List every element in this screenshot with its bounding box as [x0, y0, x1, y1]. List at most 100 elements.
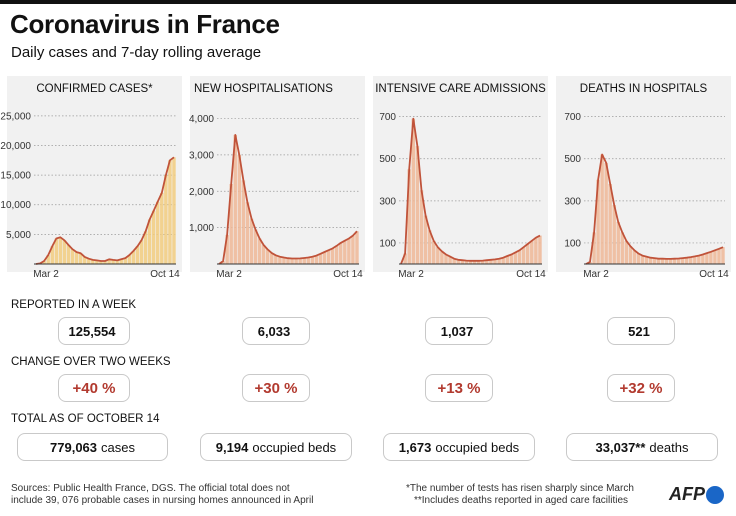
icu-xtick-label-end: Oct 14	[516, 269, 546, 280]
hospitalisations-ytick-label: 3,000	[189, 150, 214, 161]
icu-bar	[489, 259, 493, 264]
cases-bar	[127, 255, 132, 264]
icu-bar	[485, 260, 489, 264]
section-total-label: TOTAL AS OF OCTOBER 14	[11, 413, 160, 425]
total-box-cases: 779,063 cases	[17, 433, 168, 461]
cases-bar	[99, 261, 103, 264]
hospitalisations-ytick-label: 4,000	[189, 114, 214, 125]
cases-bar	[139, 240, 144, 264]
hospitalisations-bar	[343, 240, 347, 264]
icu-bar	[452, 258, 456, 264]
hospitalisations-bar	[229, 184, 233, 264]
change-value-cases: +40 %	[72, 379, 116, 397]
deaths-rolling-avg-line	[585, 153, 724, 265]
icu-bar	[513, 252, 518, 264]
hospitalisations-ytick-label: 1,000	[189, 223, 214, 234]
page-subtitle: Daily cases and 7-day rolling average	[11, 44, 262, 61]
icu-bar	[530, 240, 534, 264]
icu-bar	[517, 250, 522, 264]
hospitalisations-bar	[237, 154, 242, 264]
cases-ytick-label: 5,000	[6, 230, 31, 241]
deaths-bar	[664, 258, 669, 264]
cases-bar	[107, 259, 111, 264]
cases-bar	[54, 238, 59, 264]
deaths-bar	[592, 232, 596, 264]
week-box-icu: 1,037	[425, 317, 493, 345]
chart-title-deaths: DEATHS IN HOSPITALS	[579, 83, 708, 95]
icu-bar	[436, 247, 440, 264]
change-value-deaths: +32 %	[619, 379, 663, 397]
total-box-icu: 1,673 occupied beds	[383, 433, 535, 461]
cases-bar	[58, 237, 63, 264]
week-value-deaths: 521	[628, 323, 650, 339]
total-unit-cases: cases	[101, 439, 135, 455]
cases-ytick-label: 15,000	[0, 171, 31, 182]
section-change-label: CHANGE OVER TWO WEEKS	[11, 356, 171, 368]
icu-bar	[431, 240, 436, 264]
hospitalisations-bar	[314, 255, 319, 264]
cases-bar	[91, 259, 95, 264]
hospitalisations-bar	[225, 234, 229, 264]
deaths-bar	[644, 256, 649, 264]
icu-bar	[501, 257, 505, 264]
cases-bar	[66, 245, 71, 264]
cases-bar	[74, 252, 79, 264]
icu-bar	[460, 260, 465, 264]
hospitalisations-bar	[278, 256, 282, 264]
deaths-bar	[705, 253, 709, 264]
cases-bar	[111, 259, 115, 264]
total-value-cases: 779,063	[50, 439, 98, 455]
icu-ytick-label: 500	[379, 154, 396, 165]
week-value-icu: 1,037	[440, 323, 474, 339]
chart-title-icu: INTENSIVE CARE ADMISSIONS	[375, 83, 546, 95]
change-box-hospitalisations: +30 %	[242, 374, 310, 402]
hospitalisations-bar	[322, 252, 327, 264]
deaths-bar	[701, 254, 705, 264]
deaths-ytick-label: 700	[564, 112, 581, 123]
deaths-bar	[616, 221, 620, 264]
cases-bar	[160, 192, 164, 264]
cases-bar	[62, 240, 67, 264]
icu-bar	[468, 260, 473, 264]
cases-ytick-label: 10,000	[0, 200, 31, 211]
hospitalisations-bar	[257, 238, 262, 264]
icu-bar	[423, 215, 428, 264]
week-box-deaths: 521	[607, 317, 675, 345]
deaths-bar	[628, 246, 633, 264]
footnotes: *The number of tests has risen sharply s…	[406, 483, 634, 507]
deaths-bar	[600, 154, 604, 264]
hospitalisations-bar	[265, 249, 270, 264]
deaths-bar	[717, 248, 721, 264]
cases-xtick-label-start: Mar 2	[33, 269, 59, 280]
hospitalisations-bar	[270, 253, 274, 264]
cases-bar	[119, 259, 123, 264]
cases-bar	[87, 258, 91, 264]
chart-title-hospitalisations: NEW HOSPITALISATIONS	[194, 83, 333, 95]
total-box-deaths: 33,037** deaths	[566, 433, 718, 461]
deaths-bar	[596, 179, 600, 264]
hospitalisations-bar	[347, 238, 351, 264]
cases-bar	[82, 256, 87, 264]
hospitalisations-bar	[298, 258, 302, 264]
sources-line-1: Sources: Public Health France, DGS. The …	[11, 483, 290, 494]
sources-line-2: include 39, 076 probable cases in nursin…	[11, 495, 314, 506]
change-value-hospitalisations: +30 %	[254, 379, 298, 397]
icu-bar	[538, 235, 542, 264]
deaths-ytick-label: 300	[564, 196, 581, 207]
deaths-bar	[636, 253, 641, 264]
cases-bar	[123, 258, 128, 264]
footnote-tests: *The number of tests has risen sharply s…	[406, 483, 634, 494]
icu-bar	[456, 259, 460, 264]
icu-ytick-label: 100	[379, 238, 396, 249]
deaths-bar	[721, 247, 725, 264]
deaths-bar	[612, 205, 616, 264]
deaths-bar	[652, 258, 657, 264]
icu-bar	[509, 254, 514, 264]
deaths-bar	[632, 250, 637, 264]
chart-panel-deaths	[556, 76, 731, 272]
icu-bar	[444, 254, 448, 264]
change-box-deaths: +32 %	[607, 374, 675, 402]
icu-bar	[521, 247, 526, 264]
cases-bar	[78, 253, 83, 264]
icu-bar	[411, 118, 416, 264]
